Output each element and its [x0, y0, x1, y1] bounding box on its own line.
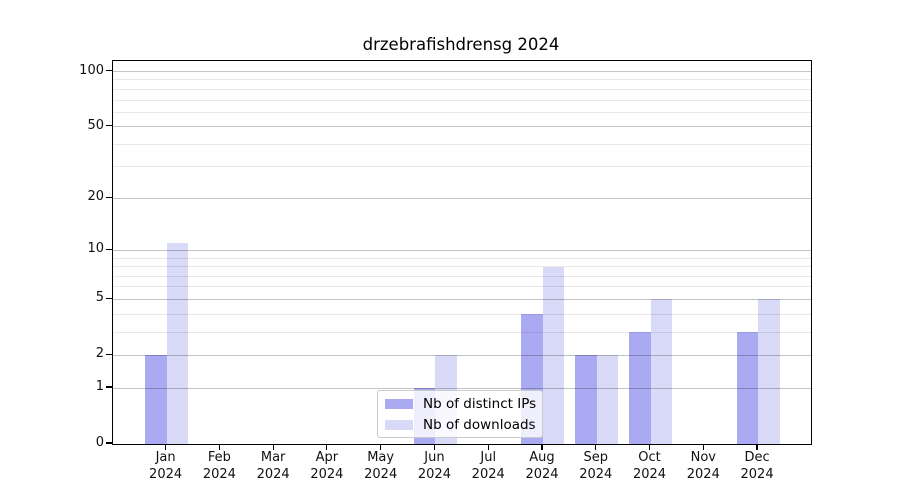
x-tick-year: 2024 — [310, 466, 344, 482]
x-tick-label: Dec 2024 — [727, 450, 787, 483]
x-tick-mark — [165, 444, 167, 450]
y-tick-label: 100 — [79, 62, 104, 78]
x-tick-year: 2024 — [202, 466, 236, 482]
legend-swatch-downloads — [385, 419, 413, 430]
y-tick-mark — [106, 69, 112, 72]
x-tick-label: Sep 2024 — [566, 450, 626, 483]
x-tick-label: Jul 2024 — [458, 450, 518, 483]
x-tick-month: Sep — [583, 450, 608, 465]
x-tick-mark — [702, 444, 704, 450]
x-tick-year: 2024 — [686, 466, 720, 482]
y-tick-mark — [106, 125, 112, 127]
x-tick-month: Apr — [315, 450, 339, 465]
x-tick-label: Nov 2024 — [673, 450, 733, 483]
x-tick-mark — [272, 444, 274, 450]
plot-area — [112, 60, 812, 445]
legend-swatch-distinct-ips — [385, 398, 413, 409]
y-tick-mark — [106, 442, 112, 444]
x-tick-month: Jul — [480, 450, 497, 465]
chart-title: drzebrafishdrensg 2024 — [362, 35, 560, 54]
x-tick-year: 2024 — [364, 466, 398, 482]
y-tick-mark — [106, 353, 112, 355]
x-tick-mark — [541, 444, 543, 450]
x-tick-label: May 2024 — [351, 450, 411, 483]
x-tick-mark — [433, 444, 436, 450]
x-tick-year: 2024 — [149, 466, 183, 482]
x-tick-label: Apr 2024 — [297, 450, 357, 483]
legend-row-distinct-ips: Nb of distinct IPs — [385, 396, 542, 412]
y-tick-mark — [106, 196, 112, 198]
bar-distinct-ips — [629, 332, 651, 444]
x-tick-label: Feb 2024 — [189, 450, 249, 483]
legend-label-distinct-ips: Nb of distinct IPs — [423, 395, 537, 412]
bar-distinct-ips — [575, 355, 597, 444]
x-tick-year: 2024 — [417, 466, 451, 482]
y-tick-label: 10 — [87, 241, 104, 257]
x-tick-mark — [218, 444, 220, 450]
y-tick-label: 50 — [87, 117, 104, 133]
x-tick-year: 2024 — [471, 466, 505, 482]
x-tick-month: Nov — [690, 450, 716, 465]
x-tick-month: Oct — [638, 450, 661, 465]
y-tick-label: 5 — [95, 290, 104, 306]
x-tick-year: 2024 — [256, 466, 290, 482]
x-tick-mark — [648, 444, 651, 450]
x-tick-label: Aug 2024 — [512, 450, 572, 483]
x-tick-month: Dec — [744, 450, 770, 465]
y-tick-mark — [106, 297, 112, 299]
x-tick-month: Aug — [529, 450, 555, 465]
x-tick-mark — [595, 444, 597, 450]
bar-distinct-ips — [145, 355, 167, 444]
x-tick-month: Mar — [260, 450, 286, 465]
y-tick-label: 2 — [95, 346, 104, 362]
x-tick-mark — [756, 444, 758, 450]
x-tick-label: Jun 2024 — [404, 450, 464, 483]
bar-downloads — [542, 266, 565, 444]
x-tick-year: 2024 — [579, 466, 613, 482]
bar-downloads — [758, 299, 780, 444]
y-tick-mark — [106, 386, 112, 388]
bars-layer — [113, 61, 811, 444]
x-tick-mark — [487, 444, 489, 450]
y-tick-label: 1 — [95, 379, 104, 395]
x-tick-month: Jun — [424, 450, 445, 465]
y-tick-label: 0 — [95, 435, 104, 450]
x-tick-label: Oct 2024 — [620, 450, 680, 483]
x-tick-year: 2024 — [740, 466, 774, 482]
legend-label-downloads: Nb of downloads — [423, 416, 536, 433]
x-tick-mark — [326, 444, 328, 450]
y-tick-mark — [106, 248, 112, 251]
legend: Nb of distinct IPs Nb of downloads — [377, 390, 543, 438]
x-tick-month: Jan — [155, 450, 176, 465]
x-tick-month: Feb — [207, 450, 231, 465]
x-tick-month: May — [367, 450, 395, 465]
x-tick-label: Jan 2024 — [136, 450, 196, 483]
x-tick-label: Mar 2024 — [243, 450, 303, 483]
legend-row-downloads: Nb of downloads — [385, 417, 542, 433]
y-tick-label: 20 — [87, 189, 104, 205]
bar-downloads — [596, 355, 619, 444]
x-tick-mark — [380, 444, 382, 450]
x-tick-year: 2024 — [525, 466, 559, 482]
x-tick-year: 2024 — [632, 466, 667, 482]
bar-downloads — [166, 243, 189, 444]
bar-distinct-ips — [736, 332, 759, 444]
bar-downloads — [650, 299, 673, 444]
